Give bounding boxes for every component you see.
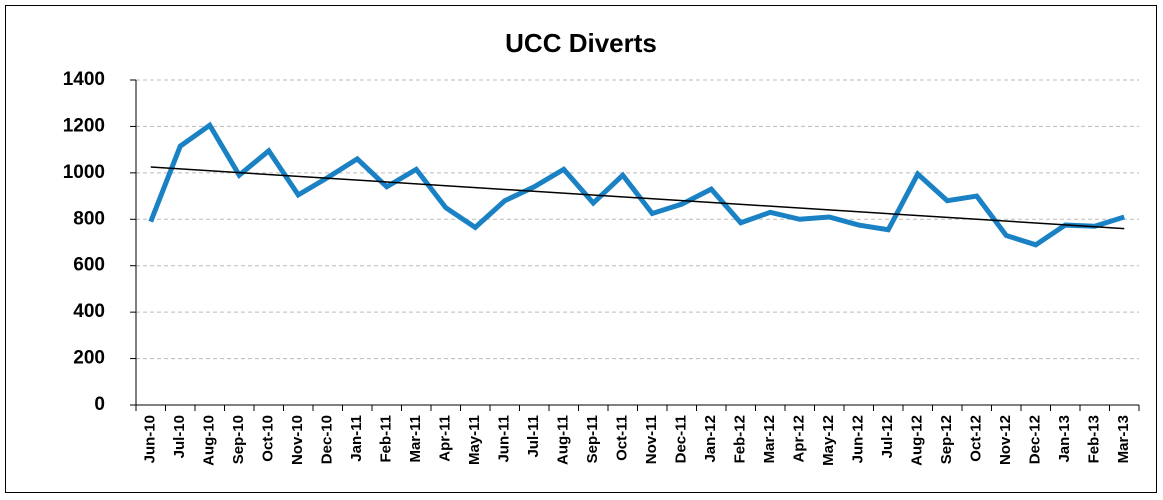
x-tick-label: Oct-10 bbox=[260, 415, 277, 462]
x-tick-label: Jul-10 bbox=[171, 415, 188, 458]
x-tick-label: Feb-13 bbox=[1086, 415, 1103, 463]
x-tick-label: Mar-11 bbox=[407, 415, 424, 463]
x-tick-label: Nov-12 bbox=[997, 415, 1014, 465]
x-tick-label: Jun-12 bbox=[850, 415, 867, 463]
y-tick-label: 200 bbox=[73, 348, 105, 369]
x-tick-label: Nov-11 bbox=[643, 415, 660, 464]
x-tick-label: Sep-12 bbox=[938, 415, 955, 464]
y-tick-label: 0 bbox=[94, 394, 105, 415]
x-tick-label: Nov-10 bbox=[289, 415, 306, 465]
x-tick-label: Dec-10 bbox=[319, 415, 336, 464]
x-tick-label: Aug-10 bbox=[201, 415, 218, 466]
x-tick-label: May-12 bbox=[820, 415, 837, 466]
x-tick-label: Jul-12 bbox=[879, 415, 896, 458]
data-line bbox=[148, 121, 1126, 248]
x-tick-label: Feb-12 bbox=[732, 415, 749, 463]
y-tick-label: 1200 bbox=[63, 115, 105, 136]
x-tick-label: Oct-12 bbox=[968, 415, 985, 462]
chart-frame bbox=[5, 5, 1157, 493]
x-tick-label: Jun-11 bbox=[496, 415, 513, 463]
x-tick-label: Oct-11 bbox=[614, 415, 631, 461]
x-tick-label: Dec-12 bbox=[1027, 415, 1044, 464]
x-tick-label: Mar-13 bbox=[1115, 415, 1132, 463]
y-tick-label: 400 bbox=[73, 301, 105, 322]
x-tick-label: Aug-11 bbox=[555, 415, 572, 465]
x-tick-label: Jan-12 bbox=[702, 415, 719, 463]
x-tick-label: Sep-10 bbox=[230, 415, 247, 464]
chart-title: UCC Diverts bbox=[505, 28, 657, 58]
y-tick-label: 600 bbox=[73, 255, 105, 276]
x-tick-label: Jan-11 bbox=[348, 415, 365, 462]
x-tick-label: Apr-12 bbox=[791, 415, 808, 463]
x-tick-label: Jun-10 bbox=[142, 415, 159, 463]
x-tick-label: Mar-12 bbox=[761, 415, 778, 463]
y-tick-label: 1000 bbox=[63, 162, 105, 183]
y-tick-label: 800 bbox=[73, 208, 105, 229]
x-tick-label: Sep-11 bbox=[584, 415, 601, 463]
x-tick-label: Dec-11 bbox=[673, 415, 690, 463]
x-tick-label: Apr-11 bbox=[437, 415, 454, 462]
x-tick-label: Aug-12 bbox=[909, 415, 926, 466]
x-tick-label: Feb-11 bbox=[378, 415, 395, 463]
x-tick-label: Jul-11 bbox=[525, 415, 542, 458]
trend-line bbox=[150, 166, 1125, 230]
y-tick-label: 1400 bbox=[63, 69, 105, 90]
x-tick-label: May-11 bbox=[466, 415, 483, 465]
x-tick-label: Jan-13 bbox=[1056, 415, 1073, 463]
